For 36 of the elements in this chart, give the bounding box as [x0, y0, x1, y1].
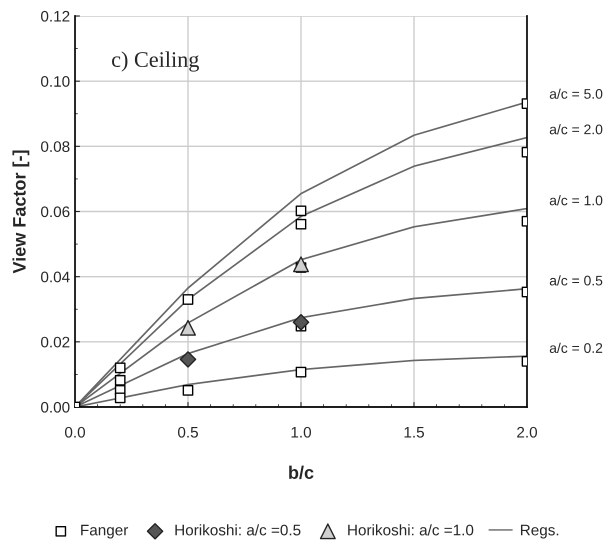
point [114, 362, 126, 374]
text: a/c = 2.0 [550, 124, 602, 134]
point [182, 385, 194, 396]
x-tick-label: 0.5 [178, 426, 198, 438]
y-tick-label: 0.04 [41, 272, 70, 282]
legend-label: Regs. [520, 524, 558, 538]
x-tick-label: 0.0 [64, 426, 86, 438]
legend-label: Fanger [81, 524, 128, 538]
point [292, 314, 310, 331]
point [296, 218, 306, 230]
x-tick-label: 1.5 [404, 427, 424, 438]
legend-label: Horikoshi: a/c =0.5 [175, 524, 300, 536]
y-tick-label: 0.02 [41, 336, 70, 348]
y-tick-label: 0.08 [41, 141, 70, 152]
point [114, 392, 126, 404]
text: a/c = 0.5 [550, 275, 602, 286]
y-tick-label: 0.12 [41, 10, 70, 22]
point [180, 320, 196, 336]
y-tick-label: 0.06 [41, 206, 70, 218]
x-tick-label: 1.0 [292, 426, 312, 438]
point [180, 351, 196, 368]
y-axis-title: View Factor [-] [12, 150, 30, 274]
point [114, 374, 126, 386]
x-axis-title: b/c [289, 466, 314, 480]
text: a/c = 1.0 [550, 195, 602, 206]
y-tick-label: 0.00 [41, 402, 70, 413]
point [293, 256, 309, 272]
legend-label: Horikoshi: a/c =1.0 [348, 524, 474, 536]
point [182, 294, 194, 305]
x-tick-label: 2.0 [517, 426, 538, 438]
point [296, 366, 306, 378]
text: a/c = 5.0 [550, 88, 602, 99]
y-tick-label: 0.10 [41, 76, 70, 87]
text: a/c = 0.2 [550, 342, 602, 353]
point [296, 205, 306, 216]
text: c) Ceiling [112, 51, 199, 72]
